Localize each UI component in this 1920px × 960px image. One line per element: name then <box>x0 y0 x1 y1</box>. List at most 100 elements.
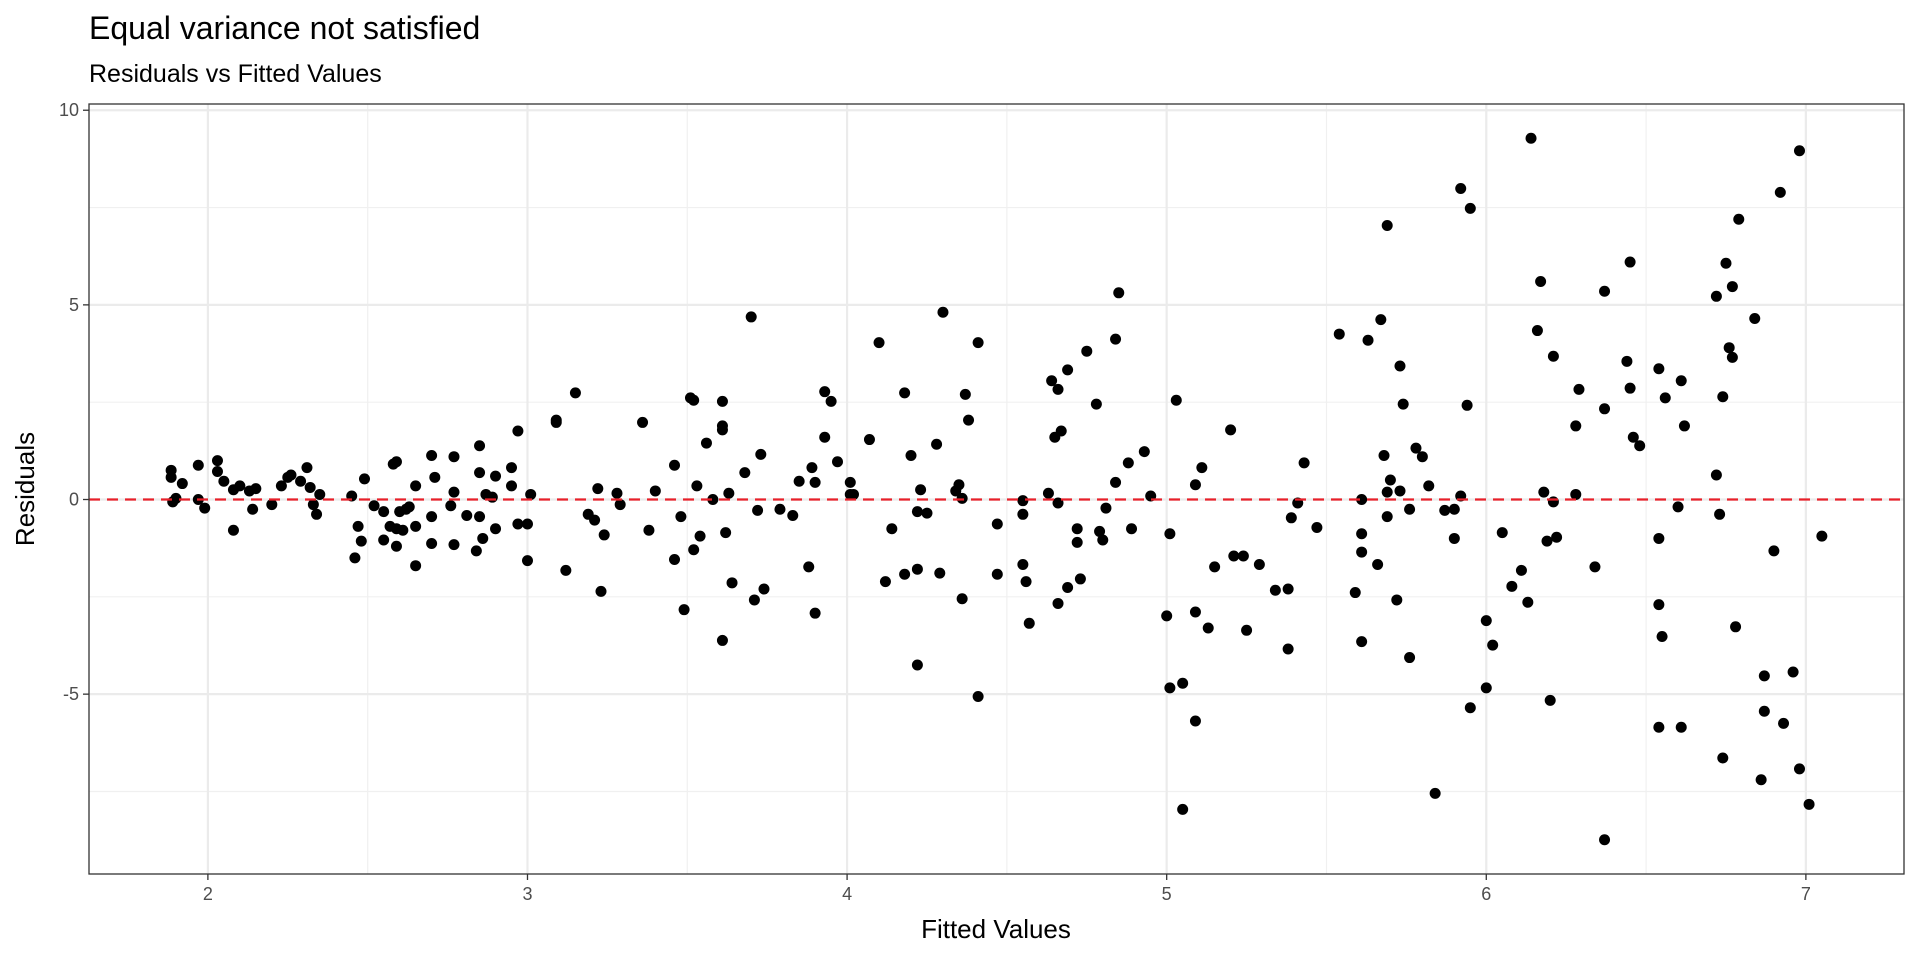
point <box>911 659 923 671</box>
point <box>1228 550 1240 562</box>
point <box>1714 508 1726 520</box>
point <box>410 560 422 572</box>
point <box>426 511 438 523</box>
point <box>953 479 965 491</box>
point <box>675 511 687 523</box>
point <box>1723 342 1735 354</box>
point <box>301 462 313 474</box>
point <box>1758 705 1770 717</box>
point <box>1480 615 1492 627</box>
point <box>486 491 498 503</box>
point <box>595 585 607 597</box>
x-tick-label: 6 <box>1481 884 1491 904</box>
point <box>937 306 949 318</box>
point <box>410 480 422 492</box>
point <box>490 470 502 482</box>
point <box>669 459 681 471</box>
point <box>304 481 316 493</box>
point <box>403 501 415 513</box>
point <box>426 450 438 462</box>
point <box>1573 383 1585 395</box>
point <box>1071 536 1083 548</box>
point <box>774 503 786 515</box>
y-tick-label: 10 <box>59 100 79 120</box>
point <box>793 475 805 487</box>
point <box>720 527 732 539</box>
point <box>1094 525 1106 537</box>
point <box>1726 351 1738 363</box>
point <box>1653 721 1665 733</box>
point <box>506 462 518 474</box>
point <box>643 524 655 536</box>
point <box>1397 398 1409 410</box>
point <box>1535 276 1547 288</box>
point <box>1042 487 1054 499</box>
point <box>1020 576 1032 588</box>
point <box>1525 132 1537 144</box>
point <box>1538 486 1550 498</box>
point <box>956 593 968 605</box>
point <box>1100 502 1112 514</box>
point <box>723 487 735 499</box>
point <box>247 503 259 515</box>
point <box>806 462 818 474</box>
point <box>1113 287 1125 299</box>
point <box>426 537 438 549</box>
point <box>1726 281 1738 293</box>
point <box>1547 496 1559 508</box>
point <box>716 395 728 407</box>
point <box>1675 375 1687 387</box>
x-tick-label: 5 <box>1162 884 1172 904</box>
point <box>358 473 370 485</box>
point <box>448 486 460 498</box>
point <box>1621 355 1633 367</box>
point <box>1126 523 1138 535</box>
point <box>525 488 537 500</box>
point <box>1253 559 1265 571</box>
point <box>512 518 524 530</box>
point <box>694 530 706 542</box>
point <box>1624 256 1636 268</box>
point <box>1656 631 1668 643</box>
y-tick-label: 5 <box>69 295 79 315</box>
point <box>809 607 821 619</box>
point <box>1522 596 1534 608</box>
point <box>831 456 843 468</box>
point <box>1017 559 1029 571</box>
point <box>863 434 875 446</box>
x-tick-label: 2 <box>203 884 213 904</box>
point <box>899 568 911 580</box>
point <box>176 478 188 490</box>
x-tick-label: 4 <box>842 884 852 904</box>
point <box>1349 587 1361 599</box>
point <box>707 494 719 506</box>
point <box>1803 798 1815 810</box>
point <box>1653 363 1665 375</box>
point <box>1189 479 1201 491</box>
point <box>1531 325 1543 337</box>
point <box>1439 504 1451 516</box>
point <box>1394 485 1406 497</box>
point <box>745 311 757 323</box>
point <box>1717 391 1729 403</box>
point <box>512 425 524 437</box>
point <box>1672 501 1684 513</box>
point <box>1423 480 1435 492</box>
point <box>1551 531 1563 543</box>
point <box>915 484 927 496</box>
point <box>378 534 390 546</box>
point <box>921 507 933 519</box>
point <box>1758 670 1770 682</box>
point <box>461 509 473 521</box>
point <box>1189 606 1201 618</box>
point <box>1599 834 1611 846</box>
point <box>1710 290 1722 302</box>
point <box>165 471 177 483</box>
point <box>470 545 482 557</box>
point <box>1464 202 1476 214</box>
point <box>1816 530 1828 542</box>
point <box>1448 503 1460 515</box>
point <box>1455 182 1467 194</box>
point <box>1710 469 1722 481</box>
point <box>1404 503 1416 515</box>
